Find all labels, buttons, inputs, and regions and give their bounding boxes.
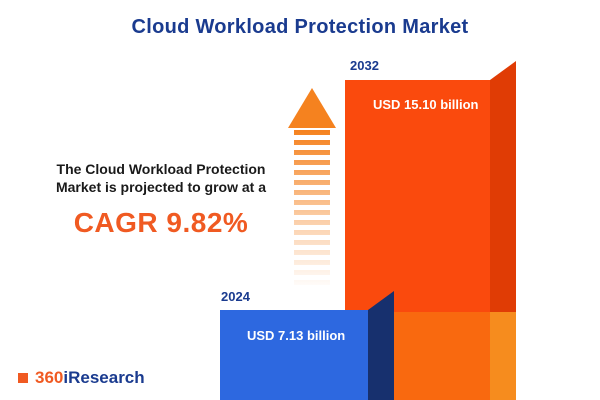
brand-logo: 360iResearch bbox=[18, 368, 145, 388]
annotation-line-1: The Cloud Workload Protection bbox=[56, 161, 266, 177]
cagr-value: CAGR 9.82% bbox=[73, 206, 249, 238]
bar-2032-front bbox=[345, 80, 490, 312]
growth-arrow-fade bbox=[294, 130, 330, 290]
logo-text-360: 360 bbox=[35, 368, 64, 387]
bar-value-2032: USD 15.10 billion bbox=[373, 97, 479, 112]
logo-text-research: iResearch bbox=[63, 368, 145, 387]
bar-2024-side bbox=[368, 291, 394, 400]
bar-2024-front bbox=[220, 310, 368, 400]
bar-2032-side bbox=[490, 61, 516, 312]
logo-square-icon bbox=[18, 373, 28, 383]
annotation-line-2: Market is projected to grow at a bbox=[55, 179, 267, 196]
annotation-block: The Cloud Workload Protection Market is … bbox=[30, 160, 292, 242]
bar-label-2032: 2032 bbox=[350, 58, 379, 73]
logo-text: 360iResearch bbox=[35, 368, 145, 388]
page-title: Cloud Workload Protection Market bbox=[131, 16, 469, 38]
growth-arrow-icon bbox=[288, 88, 336, 128]
bar-value-2024: USD 7.13 billion bbox=[247, 328, 346, 343]
bar-label-2024: 2024 bbox=[221, 289, 250, 304]
bar-2032-side-lower bbox=[490, 312, 516, 400]
